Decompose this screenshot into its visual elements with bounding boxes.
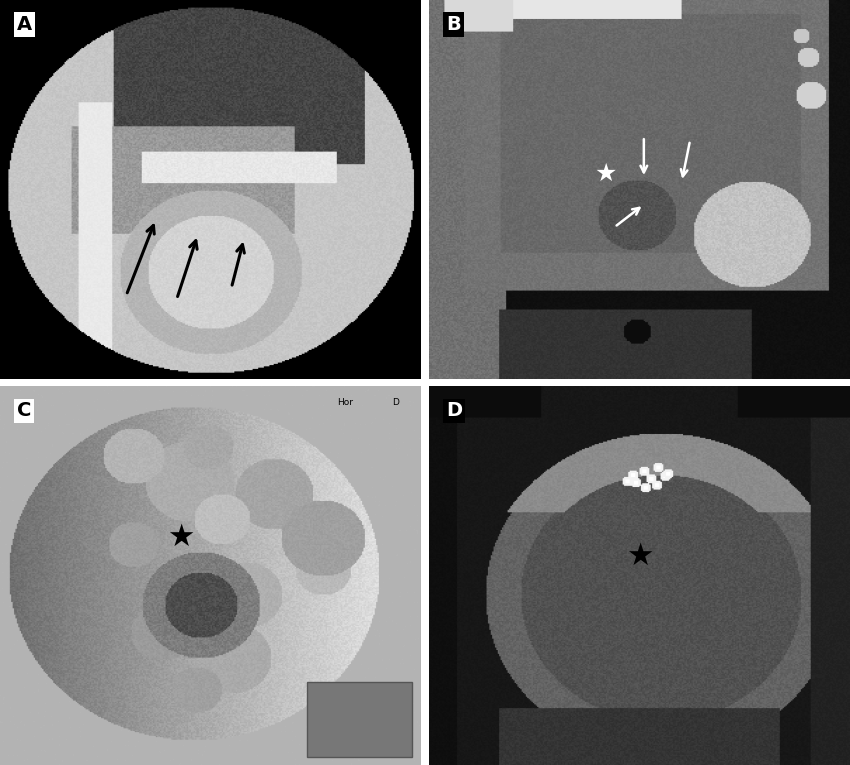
- Bar: [307, 682, 412, 757]
- Text: Hor: Hor: [337, 398, 353, 407]
- Text: D: D: [392, 398, 399, 407]
- Text: A: A: [17, 15, 32, 34]
- Text: ★: ★: [167, 523, 195, 552]
- Text: D: D: [446, 402, 462, 421]
- Text: ★: ★: [595, 162, 617, 186]
- Text: ★: ★: [626, 542, 654, 571]
- Text: B: B: [446, 15, 461, 34]
- Text: C: C: [17, 402, 31, 421]
